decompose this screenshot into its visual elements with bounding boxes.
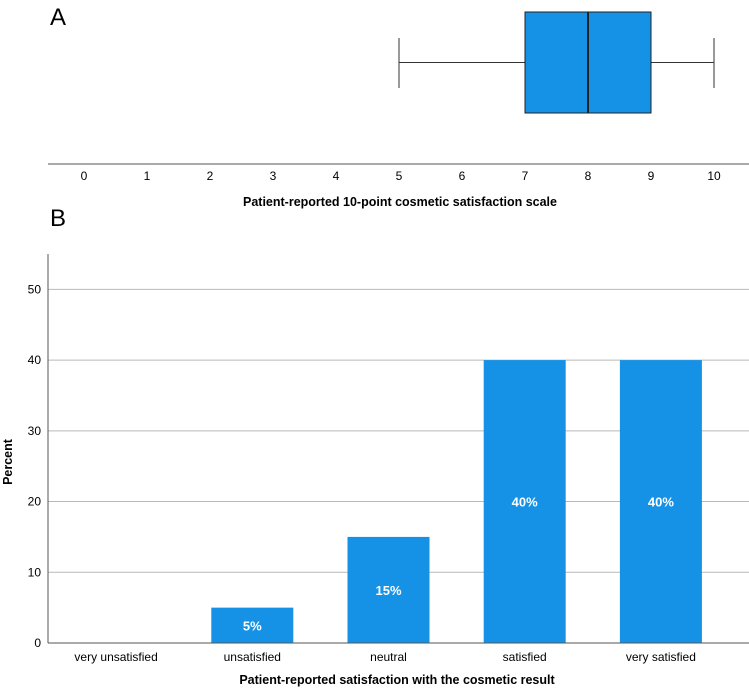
panel-a-x-tick-label: 10 [707,169,721,183]
panel-a-x-tick-label: 0 [81,169,88,183]
panel-b-label: B [50,205,66,232]
panel-b-x-tick-label: very unsatisfied [74,650,157,664]
panel-b-bar-data-label: 15% [375,583,401,598]
panel-b-bar-chart: 0 10 20 30 40 50 very unsatisfied 5% unsatisfied… [28,254,749,664]
panel-a-x-tick-label: 8 [585,169,592,183]
panel-a-x-tick-label: 7 [522,169,529,183]
panel-b-bar [483,360,566,643]
panel-b-x-tick-label: satisfied [503,650,547,664]
panel-a-x-axis-title: Patient-reported 10-point cosmetic satis… [243,195,557,209]
panel-a-x-tick-label: 4 [333,169,340,183]
panel-b-bar-data-label: 5% [243,618,262,633]
panel-b-y-tick-label: 0 [34,636,41,650]
panel-b-x-tick-label: neutral [370,650,407,664]
panel-b-x-tick-label: unsatisfied [224,650,281,664]
panel-b-bar [211,607,294,643]
panel-a-x-tick-label: 2 [207,169,214,183]
panel-b-x-axis-title: Patient-reported satisfaction with the c… [239,673,555,687]
panel-b-y-tick-label: 50 [28,282,42,296]
panel-b-bar [347,536,430,643]
panel-a-x-tick-label: 6 [459,169,466,183]
panel-b-x-tick-label: very satisfied [626,650,696,664]
panel-a-label: A [50,4,66,31]
panel-a-x-tick-label: 5 [396,169,403,183]
panel-a-x-tick-label: 9 [648,169,655,183]
panel-a-x-tick-label: 3 [270,169,277,183]
panel-a-x-tick-label: 1 [144,169,151,183]
panel-b-bar-data-label: 40% [648,495,674,510]
panel-b-bar [619,360,702,643]
panel-b-bar-data-label: 40% [512,495,538,510]
panel-a-boxplot: 0 1 2 3 4 5 6 7 8 9 10 [48,11,749,183]
panel-b-y-axis-title: Percent [1,438,15,485]
panel-b-y-tick-label: 20 [28,495,42,509]
panel-b-y-tick-label: 40 [28,353,42,367]
panel-b-y-tick-label: 30 [28,424,42,438]
panel-b-y-tick-label: 10 [28,565,42,579]
